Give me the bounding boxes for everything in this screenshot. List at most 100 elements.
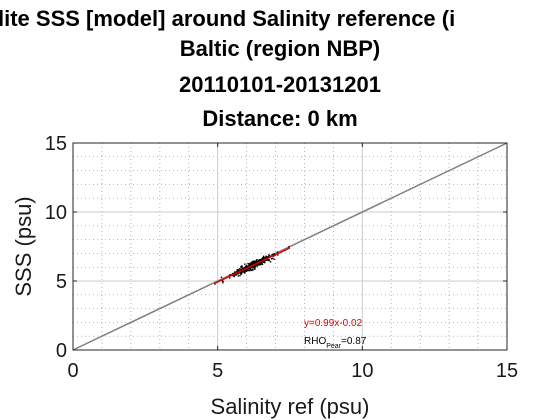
fit-equation-label: y=0.99x-0.02 <box>304 318 363 329</box>
data-point <box>266 256 269 258</box>
data-point <box>258 263 260 265</box>
data-point <box>246 268 248 270</box>
data-point <box>254 268 256 270</box>
data-point <box>262 258 264 261</box>
data-point <box>257 263 259 266</box>
chart-title-line-2: Baltic (region NBP) <box>179 36 381 61</box>
data-point <box>253 266 256 269</box>
data-point <box>249 269 251 272</box>
data-point <box>245 266 247 269</box>
data-point <box>236 273 238 275</box>
data-point <box>243 270 245 273</box>
x-tick-label: 0 <box>67 360 78 382</box>
data-point <box>247 262 249 265</box>
data-point <box>253 267 256 269</box>
data-point <box>266 259 268 261</box>
data-point <box>255 264 257 266</box>
data-point <box>241 267 244 270</box>
x-tick-label: 10 <box>351 360 373 382</box>
data-point <box>239 274 241 277</box>
data-point <box>247 269 250 272</box>
data-point <box>273 253 275 255</box>
data-point <box>251 265 254 268</box>
data-point <box>253 260 255 262</box>
data-point <box>239 272 241 274</box>
y-tick-label: 5 <box>56 271 67 293</box>
data-point <box>252 268 254 271</box>
data-point <box>237 272 239 275</box>
data-point <box>272 253 274 255</box>
tick-labels: 0 5 10 15 0 5 10 15 <box>45 133 518 382</box>
data-point <box>261 258 263 260</box>
data-point <box>229 277 231 279</box>
data-point <box>251 261 253 264</box>
data-point <box>271 257 274 259</box>
data-point <box>232 275 234 277</box>
data-point <box>252 262 255 265</box>
data-point <box>248 265 250 267</box>
data-point <box>238 268 241 270</box>
data-point <box>259 262 261 265</box>
data-point <box>238 269 240 272</box>
data-point <box>259 259 261 261</box>
correlation-subscript: Pear <box>326 343 341 350</box>
chart-title-line-3: 20110101-20131201 <box>179 72 381 97</box>
data-point <box>250 268 252 271</box>
y-tick-label: 0 <box>56 340 67 362</box>
x-tick-label: 15 <box>496 360 518 382</box>
data-point <box>260 262 262 265</box>
data-point <box>214 283 216 285</box>
y-tick-label: 15 <box>45 133 67 155</box>
data-point <box>237 275 240 277</box>
data-point <box>235 271 237 273</box>
data-point <box>233 274 236 276</box>
data-point <box>262 257 264 259</box>
data-point <box>241 266 243 268</box>
data-point <box>263 256 265 259</box>
data-point <box>245 270 248 272</box>
data-point <box>260 259 262 261</box>
data-point <box>244 263 246 265</box>
data-point <box>252 266 254 269</box>
data-point <box>255 261 257 264</box>
data-point <box>236 269 238 271</box>
data-point <box>229 274 231 276</box>
data-point <box>222 282 224 284</box>
data-point <box>245 264 248 267</box>
data-point <box>242 270 245 272</box>
x-axis-label: Salinity ref (psu) <box>211 394 370 419</box>
data-point <box>250 263 253 265</box>
data-point <box>250 266 253 269</box>
data-point <box>239 273 242 275</box>
data-point <box>263 261 265 263</box>
data-point <box>269 261 272 263</box>
data-point <box>288 246 290 248</box>
data-point <box>265 256 267 258</box>
data-point <box>233 275 235 278</box>
data-point <box>235 274 237 276</box>
data-point <box>254 265 256 268</box>
data-point <box>249 267 252 269</box>
data-point <box>259 263 262 266</box>
data-point <box>237 270 239 272</box>
data-point <box>255 259 258 262</box>
data-point <box>240 273 243 275</box>
data-point <box>241 265 243 267</box>
data-point <box>258 259 260 261</box>
data-point <box>254 265 257 268</box>
data-point <box>268 254 270 256</box>
chart-title-line-1: lite SSS [model] around Salinity referen… <box>0 6 456 31</box>
data-point <box>246 269 249 271</box>
data-point <box>243 269 245 272</box>
data-point <box>248 263 250 265</box>
data-point <box>257 260 259 263</box>
data-point <box>263 260 266 262</box>
data-point <box>240 271 243 274</box>
data-point <box>244 272 246 274</box>
data-point <box>255 264 258 266</box>
axes-box <box>72 142 508 351</box>
data-point <box>262 255 265 258</box>
data-point <box>250 262 252 264</box>
data-point <box>222 280 224 282</box>
identity-line <box>72 142 508 351</box>
